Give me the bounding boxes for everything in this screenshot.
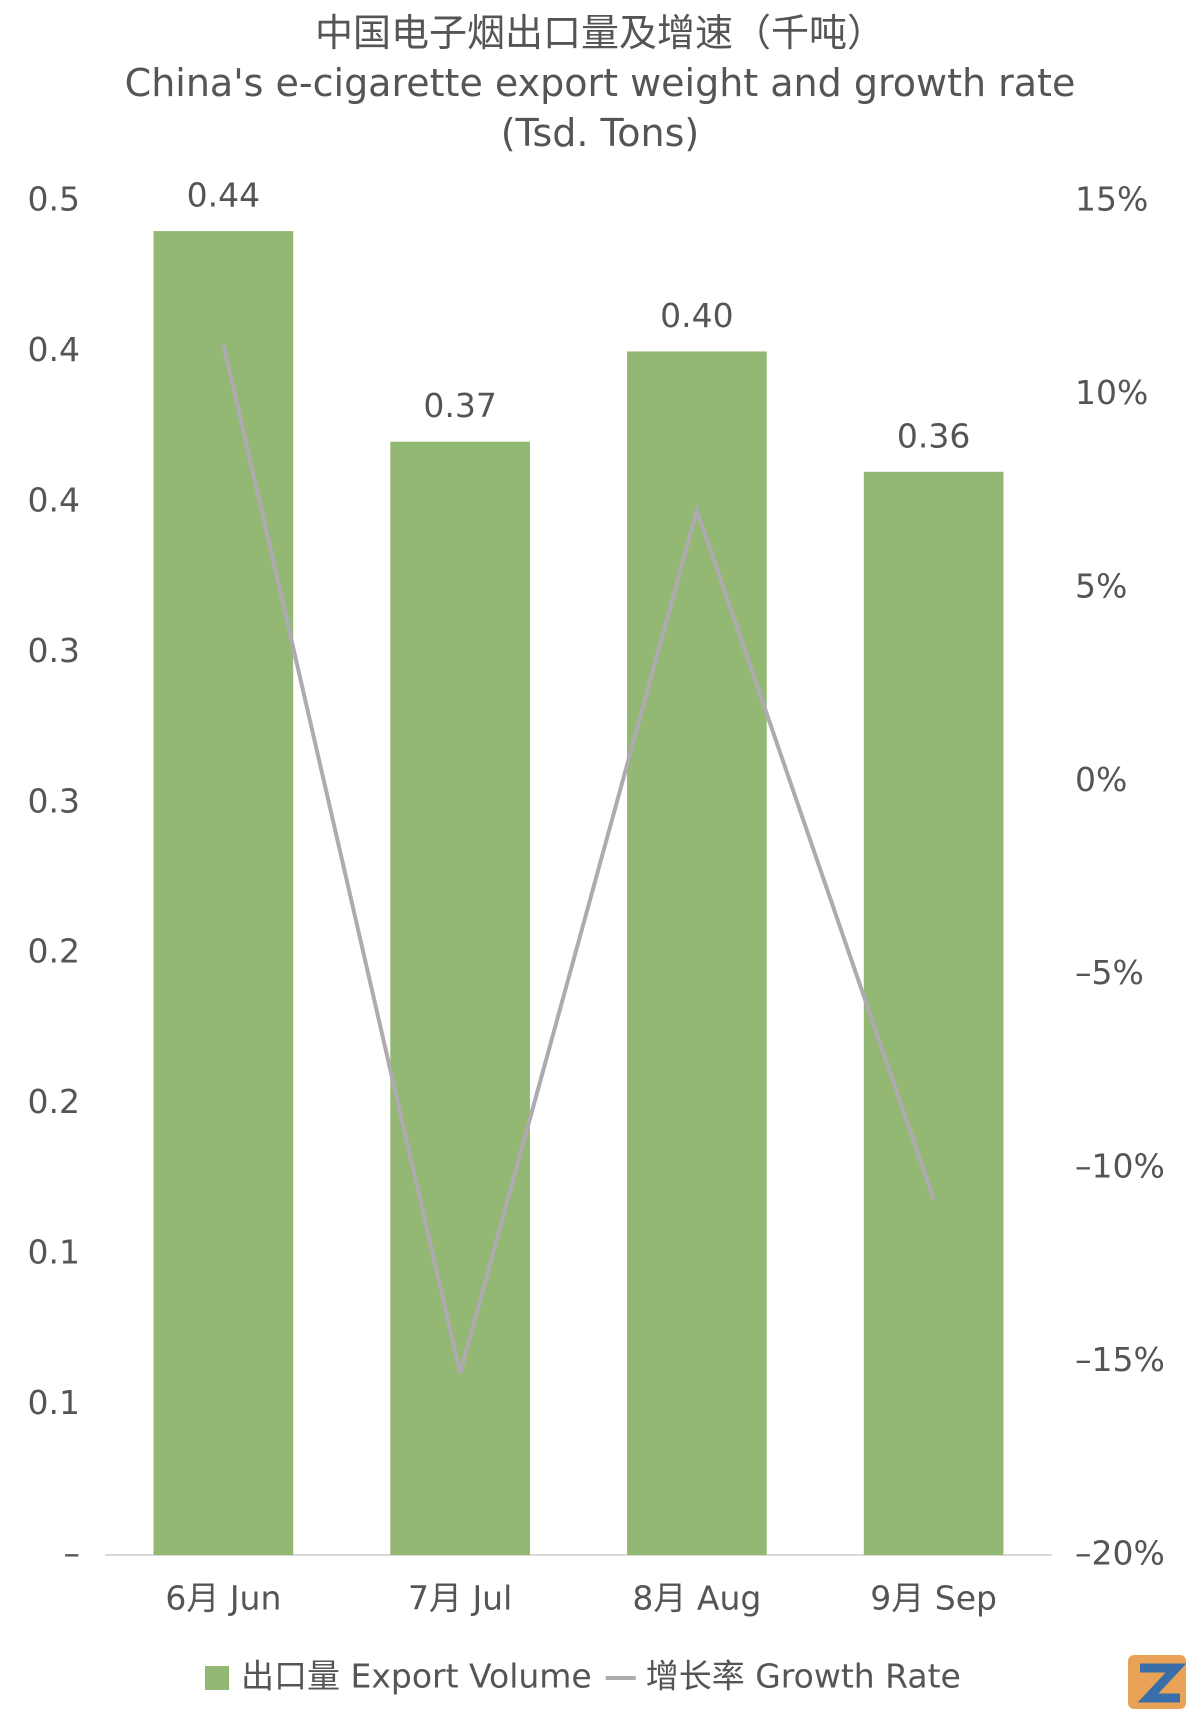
y2-tick-label: 10%: [1075, 373, 1148, 412]
data-label: 0.40: [660, 296, 733, 335]
y2-tick-label: 5%: [1075, 566, 1127, 605]
y-tick-label: 0.3: [28, 781, 80, 820]
logo: [1128, 1655, 1187, 1709]
y-tick-label: 0.1: [28, 1383, 80, 1422]
y-tick-label: 0.4: [28, 330, 80, 369]
legend-label: 增长率 Growth Rate: [646, 1657, 961, 1696]
y-tick-label: –: [64, 1534, 81, 1573]
y2-tick-label: –20%: [1075, 1534, 1165, 1573]
y-tick-label: 0.3: [28, 631, 80, 670]
legend-label: 出口量 Export Volume: [241, 1657, 592, 1696]
y2-tick-label: 0%: [1075, 760, 1127, 799]
legend-swatch: [205, 1666, 229, 1690]
bar: [390, 441, 530, 1555]
x-tick-label: 6月 Jun: [165, 1579, 281, 1618]
data-label: 0.37: [423, 386, 496, 425]
y2-tick-label: –15%: [1075, 1340, 1165, 1379]
bar: [627, 351, 767, 1555]
logo-mark: [1137, 1663, 1187, 1703]
chart-title: 中国电子烟出口量及增速（千吨）: [314, 11, 885, 55]
y2-tick-label: 15%: [1075, 180, 1148, 219]
y-tick-label: 0.2: [28, 932, 80, 971]
y-tick-label: 0.2: [28, 1082, 80, 1121]
titles: 中国电子烟出口量及增速（千吨） China's e-cigarette expo…: [100, 8, 1100, 158]
x-tick-label: 9月 Sep: [870, 1579, 997, 1618]
y-tick-label: 0.4: [28, 480, 80, 519]
x-tick-label: 7月 Jul: [408, 1579, 512, 1618]
y2-tick-label: –5%: [1075, 953, 1144, 992]
line: [221, 343, 936, 1374]
data-label: 0.44: [187, 176, 260, 215]
y-tick-label: 0.1: [28, 1233, 80, 1272]
data-label: 0.36: [897, 416, 970, 455]
x-tick-label: 8月 Aug: [632, 1579, 761, 1618]
y-tick-label: 0.5: [28, 180, 80, 219]
bar: [153, 231, 294, 1556]
y2-tick-label: –10%: [1075, 1147, 1165, 1186]
chart-subtitle: China's e-cigarette export weight and gr…: [124, 61, 1076, 155]
bar: [863, 471, 1004, 1555]
